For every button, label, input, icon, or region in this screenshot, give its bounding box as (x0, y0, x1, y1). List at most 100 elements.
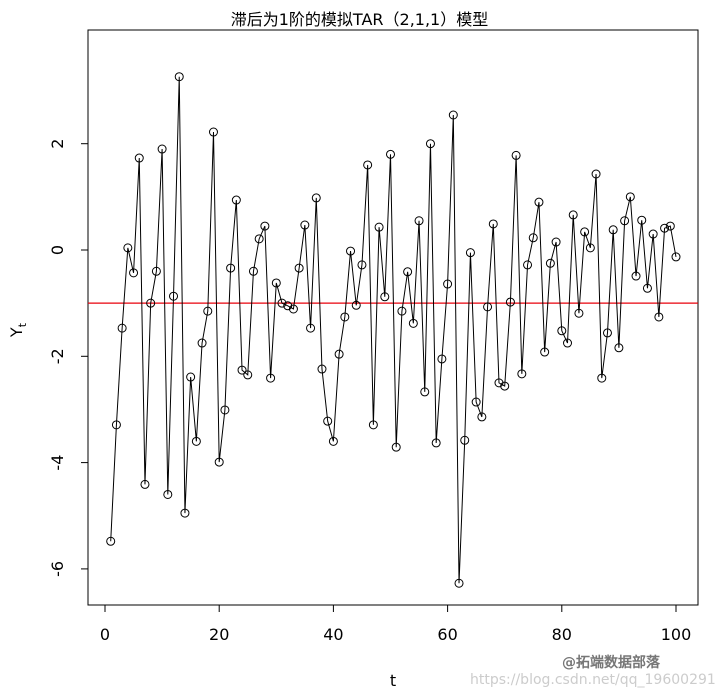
data-point (500, 381, 510, 391)
data-point (277, 298, 287, 308)
data-point (334, 349, 344, 359)
data-point (248, 266, 258, 276)
series-line (110, 76, 677, 584)
data-point (174, 72, 184, 82)
data-point (214, 457, 224, 467)
data-point (368, 420, 378, 430)
data-point (288, 304, 298, 314)
data-point (186, 372, 196, 382)
data-point (163, 489, 173, 499)
data-point (660, 223, 670, 233)
data-point (443, 279, 453, 289)
data-point (665, 221, 675, 231)
data-point (631, 271, 641, 281)
data-point (568, 210, 578, 220)
data-point (266, 373, 276, 383)
data-point (106, 536, 116, 546)
data-point (517, 369, 527, 379)
data-point (597, 373, 607, 383)
data-point (465, 248, 475, 258)
data-point (231, 195, 241, 205)
data-point (386, 149, 395, 159)
data-point (408, 318, 418, 328)
data-point (511, 150, 521, 160)
data-point (642, 283, 652, 293)
y-tick-label: -4 (48, 455, 67, 471)
data-point (151, 266, 161, 276)
data-point (111, 420, 121, 430)
x-tick-label: 20 (209, 625, 229, 644)
data-point (431, 438, 441, 448)
x-tick-label: 100 (661, 625, 692, 644)
data-point (545, 258, 555, 268)
data-point (180, 508, 190, 518)
data-point (540, 347, 550, 357)
data-point (208, 127, 218, 137)
data-point (437, 354, 447, 364)
x-tick-label: 80 (552, 625, 572, 644)
data-point (134, 153, 144, 163)
data-point (271, 278, 281, 288)
data-point (574, 308, 584, 318)
data-point (654, 312, 664, 322)
data-point (323, 416, 333, 426)
data-point (488, 219, 498, 229)
data-point (311, 193, 321, 203)
data-point (123, 243, 133, 253)
data-point (374, 222, 384, 232)
data-point (129, 268, 139, 278)
data-point (505, 297, 515, 307)
data-point (637, 215, 647, 225)
data-point (460, 435, 470, 445)
data-point (671, 252, 681, 262)
x-axis-label: t (390, 671, 396, 690)
data-point (420, 387, 430, 397)
data-point (157, 144, 167, 154)
data-point (391, 442, 401, 452)
data-point (346, 246, 356, 256)
data-point (203, 306, 213, 316)
data-point (620, 216, 630, 226)
data-point (317, 364, 327, 374)
x-tick-label: 40 (323, 625, 343, 644)
data-point (117, 323, 127, 333)
data-point (614, 343, 624, 353)
data-point (237, 365, 247, 375)
data-point (414, 216, 424, 226)
data-point (585, 243, 595, 253)
y-axis-label: Yt (7, 322, 29, 338)
data-point (351, 300, 361, 310)
data-point (648, 229, 658, 239)
data-point (169, 291, 179, 301)
data-point (363, 160, 373, 170)
y-tick-label: 0 (48, 245, 67, 255)
data-point (580, 227, 590, 237)
data-point (300, 220, 310, 230)
data-point (523, 260, 533, 270)
data-point (340, 312, 350, 322)
data-point (403, 267, 413, 277)
chart-title: 滞后为1阶的模拟TAR（2,1,1）模型 (230, 10, 489, 29)
data-point (454, 578, 464, 588)
x-tick-label: 0 (100, 625, 110, 644)
data-point (591, 169, 601, 179)
data-point (425, 139, 435, 149)
data-point (494, 378, 504, 388)
data-point (191, 436, 201, 446)
watermark-url: https://blog.csdn.net/qq_19600291 (470, 672, 716, 688)
y-tick-label: -2 (48, 348, 67, 364)
data-point (471, 397, 481, 407)
data-point (477, 412, 487, 422)
data-point (397, 306, 407, 316)
data-point (534, 197, 544, 207)
data-point (140, 479, 150, 489)
data-point (243, 370, 253, 380)
data-point (220, 405, 230, 415)
data-point (226, 263, 236, 273)
data-point (283, 301, 293, 311)
data-point (197, 338, 207, 348)
data-point (254, 234, 264, 244)
watermark-logo-text: @拓端数据部落 (562, 655, 660, 671)
